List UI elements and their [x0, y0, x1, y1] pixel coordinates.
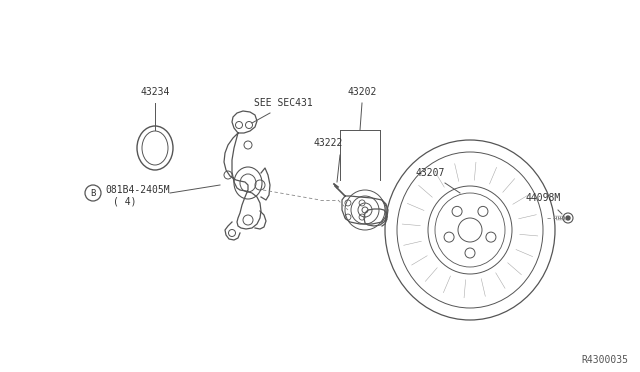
Text: 081B4-2405M: 081B4-2405M [105, 185, 170, 195]
Circle shape [566, 216, 570, 220]
Text: 43207: 43207 [415, 168, 445, 178]
Text: 43202: 43202 [348, 87, 377, 97]
Text: ( 4): ( 4) [113, 197, 136, 207]
Text: 43234: 43234 [140, 87, 170, 97]
Text: 43222: 43222 [314, 138, 342, 148]
Text: R4300035: R4300035 [581, 355, 628, 365]
Text: B: B [90, 189, 96, 198]
Text: SEE SEC431: SEE SEC431 [253, 98, 312, 108]
Text: 44098M: 44098M [525, 193, 561, 203]
